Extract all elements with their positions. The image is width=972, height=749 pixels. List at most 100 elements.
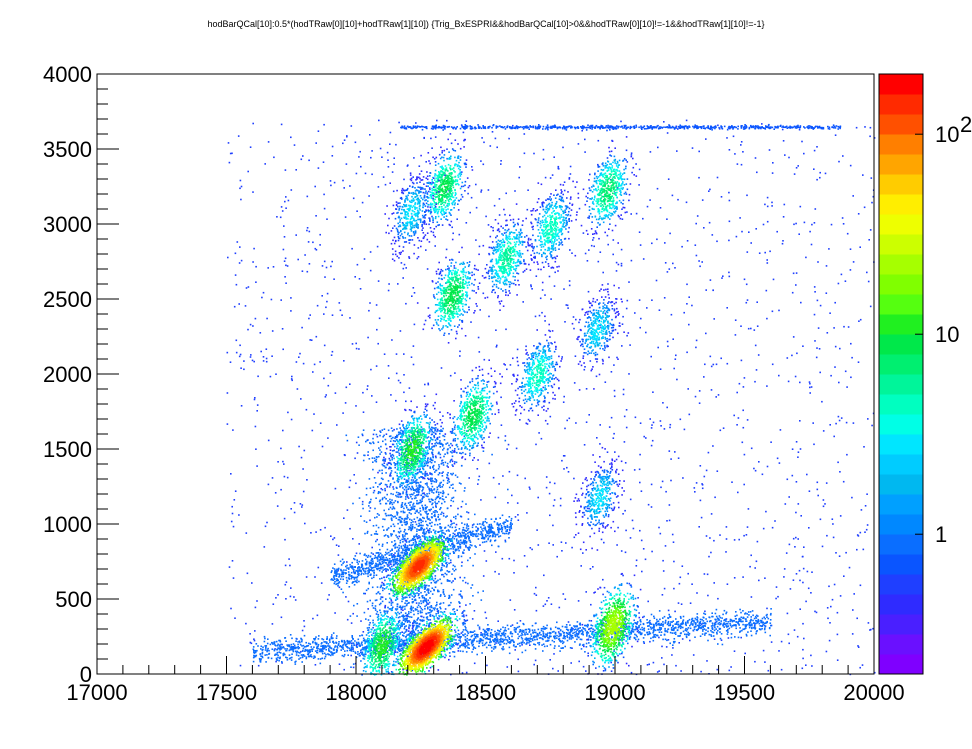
heatmap-cell (536, 594, 538, 596)
heatmap-cell (477, 468, 479, 470)
heatmap-cell (751, 625, 753, 627)
heatmap-cell (236, 352, 238, 354)
heatmap-cell (301, 327, 303, 329)
heatmap-cell (708, 190, 710, 192)
heatmap-cell (263, 360, 265, 362)
heatmap-cell (461, 562, 463, 564)
heatmap-cell (395, 472, 397, 474)
heatmap-cell (285, 282, 287, 284)
heatmap-cell (531, 635, 533, 637)
heatmap-cell (399, 427, 401, 429)
heatmap-cell (469, 212, 471, 214)
heatmap-cell (301, 457, 303, 459)
heatmap-cell (328, 385, 330, 387)
heatmap-cell (330, 535, 332, 537)
heatmap-cell (377, 343, 379, 345)
heatmap-cell (649, 418, 651, 420)
heatmap-cell (436, 497, 438, 499)
heatmap-cell (459, 351, 461, 353)
heatmap-cell (517, 659, 519, 661)
heatmap-cell (353, 667, 355, 669)
heatmap-cell (418, 595, 420, 597)
heatmap-cell (451, 573, 453, 575)
heatmap-cell (622, 316, 624, 318)
heatmap-cell (517, 514, 519, 516)
heatmap-cell (668, 639, 670, 641)
heatmap-cell (297, 644, 299, 646)
heatmap-cell (393, 506, 395, 508)
heatmap-cell (794, 546, 796, 548)
heatmap-cell (377, 592, 379, 594)
heatmap-cell (433, 580, 435, 582)
heatmap-cell (380, 492, 382, 494)
heatmap-cell (793, 273, 795, 275)
heatmap-cell (429, 519, 431, 521)
heatmap-cell (234, 306, 236, 308)
heatmap-cell (483, 575, 485, 577)
heatmap-cell (640, 629, 642, 631)
heatmap-cell (372, 450, 374, 452)
heatmap-cell (649, 199, 651, 201)
heatmap-cell (345, 645, 347, 647)
heatmap-cell (468, 477, 470, 479)
heatmap-cell (803, 546, 805, 548)
heatmap-cell (417, 488, 419, 490)
heatmap-cell (437, 524, 439, 526)
heatmap-cell (621, 345, 623, 347)
heatmap-cell (352, 613, 354, 615)
heatmap-cell (327, 293, 329, 295)
heatmap-cell (714, 638, 716, 640)
heatmap-cell (860, 532, 862, 534)
heatmap-cell (687, 388, 689, 390)
heatmap-cell (734, 539, 736, 541)
heatmap-cell (472, 631, 474, 633)
heatmap-cell (412, 607, 414, 609)
heatmap-cell (523, 630, 525, 632)
heatmap-cell (304, 635, 306, 637)
heatmap-cell (593, 237, 595, 239)
heatmap-cell (811, 665, 813, 667)
heatmap-cell (406, 605, 408, 607)
heatmap-cell (707, 640, 709, 642)
heatmap-cell (633, 528, 635, 530)
heatmap-cell (360, 515, 362, 517)
heatmap-cell (648, 504, 650, 506)
heatmap-cell (429, 606, 431, 608)
heatmap-cell (631, 154, 633, 156)
heatmap-cell (404, 489, 406, 491)
heatmap-cell (385, 610, 387, 612)
heatmap-cell (578, 143, 580, 145)
heatmap-cell (284, 260, 286, 262)
heatmap-cell (677, 199, 679, 201)
heatmap-cell (256, 465, 258, 467)
heatmap-cell (298, 446, 300, 448)
heatmap-cell (444, 436, 446, 438)
heatmap-cell (588, 508, 590, 510)
heatmap-cell (413, 631, 415, 633)
heatmap-cell (376, 525, 378, 527)
heatmap-cell (396, 487, 398, 489)
heatmap-cell (312, 430, 314, 432)
heatmap-cell (675, 632, 677, 634)
heatmap-cell (558, 166, 560, 168)
heatmap-cell (423, 509, 425, 511)
heatmap-cell (567, 305, 569, 307)
heatmap-cell (378, 280, 380, 282)
heatmap-cell (508, 637, 510, 639)
heatmap-cell (434, 524, 436, 526)
heatmap-cell (362, 202, 364, 204)
heatmap-cell (480, 191, 482, 193)
heatmap-cell (728, 240, 730, 242)
heatmap-cell (712, 625, 714, 627)
heatmap-cell (545, 604, 547, 606)
heatmap-cell (427, 268, 429, 270)
heatmap-cell (775, 598, 777, 600)
heatmap-cell (546, 628, 548, 630)
heatmap-cell (405, 303, 407, 305)
heatmap-cell (358, 639, 360, 641)
heatmap-cell (422, 507, 424, 509)
heatmap-cell (804, 222, 806, 224)
heatmap-cell (820, 305, 822, 307)
heatmap-cell (322, 265, 324, 267)
heatmap-cell (436, 511, 438, 513)
